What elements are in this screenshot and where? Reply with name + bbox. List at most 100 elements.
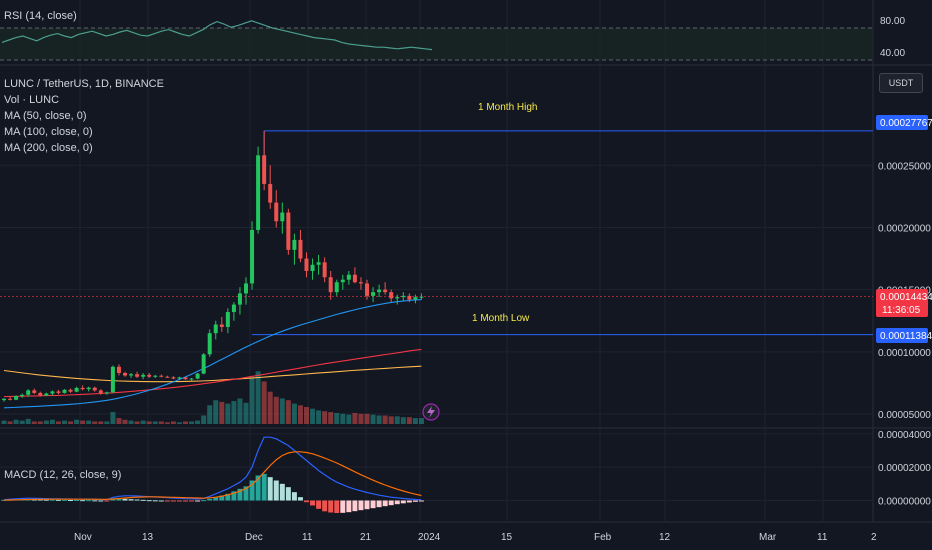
candle-body [244, 283, 248, 294]
main-legend[interactable]: LUNC / TetherUS, 1D, BINANCE Vol · LUNC … [4, 76, 164, 156]
volume-bar [406, 417, 412, 424]
macd-histogram-bar [164, 500, 170, 502]
price-tag-current: 0.00014434 11:36:05 [876, 289, 932, 317]
price-tag-low-text: 0.00011384 [880, 331, 932, 342]
candle-body [80, 387, 85, 390]
macd-histogram-bar [364, 500, 370, 510]
indicator-volume[interactable]: Vol · LUNC [4, 94, 60, 106]
candle-body [419, 296, 424, 298]
volume-bar [388, 416, 394, 424]
volume-bar [273, 396, 279, 424]
indicator-ma200[interactable]: MA (200, close, 0) [4, 142, 93, 154]
macd-pane [1, 436, 424, 513]
macd-histogram-bar [37, 499, 43, 501]
candle-body [116, 366, 121, 373]
volume-bar [267, 391, 273, 424]
macd-legend[interactable]: MACD (12, 26, close, 9) [4, 469, 122, 481]
macd-histogram-bar [152, 500, 158, 502]
macd-histogram-bar [400, 500, 406, 504]
price-tag-low: 0.00011384 [876, 328, 932, 343]
candle-body [147, 374, 152, 377]
macd-histogram-bar [201, 500, 207, 502]
candle-body [32, 390, 37, 393]
candle-body [62, 389, 67, 393]
macd-histogram-bar [237, 488, 243, 501]
macd-histogram-bar [189, 500, 195, 502]
macd-histogram-bar [74, 500, 80, 501]
macd-histogram-bar [394, 500, 400, 505]
candle-body [231, 304, 236, 313]
candle-body [322, 262, 327, 278]
macd-histogram-bar [110, 498, 116, 501]
time-tick-label: Dec [245, 532, 263, 543]
ma50-line [3, 299, 422, 409]
candle-body [371, 292, 376, 296]
volume-bar [231, 401, 237, 424]
volume-bar [158, 421, 164, 424]
macd-histogram-bar [370, 500, 376, 509]
rsi-legend[interactable]: RSI (14, close) [4, 10, 77, 22]
volume-bar [86, 420, 92, 424]
volume-bar [74, 419, 80, 424]
symbol-line[interactable]: LUNC / TetherUS, 1D, BINANCE [4, 78, 164, 90]
macd-histogram-bar [376, 500, 382, 508]
macd-histogram-bar [43, 499, 49, 501]
macd-histogram-bar [231, 491, 237, 501]
currency-button[interactable]: USDT [879, 73, 923, 93]
time-tick-label: 11 [817, 532, 828, 543]
candle-body [383, 289, 388, 293]
candle-body [304, 258, 309, 271]
candle-body [286, 212, 291, 250]
indicator-ma100[interactable]: MA (100, close, 0) [4, 126, 93, 138]
macd-histogram-bar [243, 486, 249, 501]
volume-bar [382, 415, 388, 424]
candle-body [225, 312, 230, 327]
lightning-icon[interactable] [422, 403, 440, 421]
macd-histogram-bar [382, 500, 388, 507]
candle-body [256, 155, 261, 230]
macd-histogram-bar [140, 499, 146, 501]
volume-bar [213, 400, 219, 424]
macd-histogram-bar [316, 500, 322, 509]
volume-bar [37, 421, 43, 424]
rsi-pane [0, 20, 873, 61]
macd-histogram-bar [388, 500, 394, 506]
macd-histogram-bar [328, 500, 334, 513]
time-tick-label: 21 [360, 532, 372, 543]
macd-histogram-bar [304, 500, 309, 503]
volume-bar [352, 412, 358, 424]
volume-bar [80, 420, 86, 424]
price-tick-label: 0.00010000 [878, 348, 931, 359]
volume-bar [370, 414, 376, 424]
grid-layer [0, 0, 932, 523]
candle-body [189, 378, 194, 380]
indicator-ma50[interactable]: MA (50, close, 0) [4, 110, 87, 122]
candle-body [201, 354, 206, 374]
price-pane [0, 130, 873, 424]
macd-histogram-bar [334, 500, 340, 513]
volume-bar [219, 401, 225, 424]
candle-body [141, 374, 146, 377]
macd-histogram-bar [170, 500, 176, 502]
volume-bar [92, 421, 98, 424]
volume-bar [116, 418, 122, 424]
time-tick-label: Nov [74, 532, 92, 543]
macd-histogram-bar [62, 499, 67, 501]
candle-body [74, 387, 79, 392]
candle-body [250, 229, 255, 284]
volume-bar [31, 421, 37, 424]
candle-body [262, 155, 267, 184]
candle-body [407, 295, 412, 300]
price-tick-label: 0.00005000 [878, 410, 931, 421]
macd-histogram-bar [176, 500, 182, 502]
volume-bar [412, 418, 418, 424]
candle-body [171, 377, 176, 379]
signal-line [3, 451, 422, 501]
rsi-tick-label: 80.00 [880, 16, 905, 27]
volume-bar [225, 403, 231, 424]
candle-body [123, 373, 127, 376]
candle-body [98, 390, 103, 394]
macd-histogram-bar [195, 500, 201, 502]
volume-bar [358, 413, 364, 424]
